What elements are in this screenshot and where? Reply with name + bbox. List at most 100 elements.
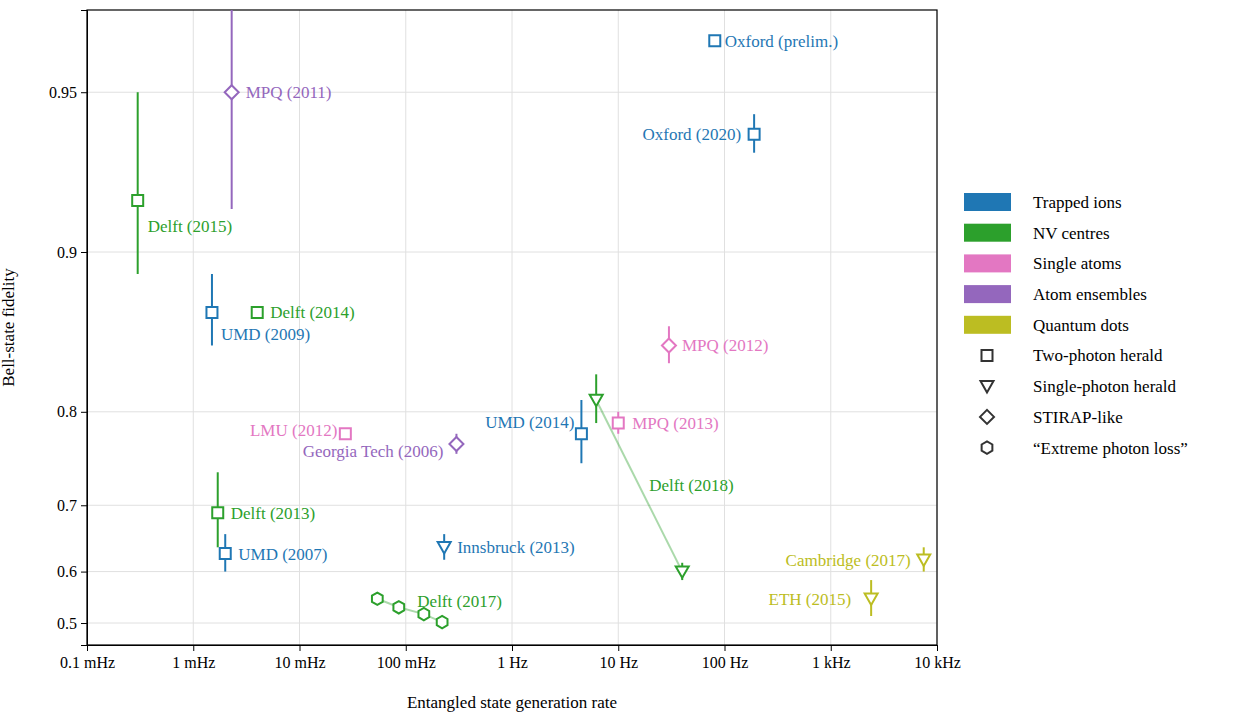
point (709, 35, 720, 46)
x-tick-label: 0.1 mHz (60, 654, 115, 671)
x-tick: 10 mHz (274, 645, 325, 671)
error-bar (231, 10, 233, 209)
legend-label: Single-photon herald (1033, 377, 1177, 396)
point-label: Oxford (prelim.) (725, 32, 838, 51)
x-tick-mark (193, 645, 194, 651)
point (252, 307, 263, 318)
y-tick-label: 0.95 (49, 84, 77, 101)
x-tick: 10 Hz (599, 645, 638, 671)
legend-label: Two-photon herald (1033, 346, 1163, 365)
x-axis-line (88, 646, 938, 652)
point-label: ETH (2015) (769, 590, 852, 609)
y-tick: 0.5 (57, 615, 87, 632)
point-label: Delft (2017) (417, 592, 502, 611)
y-tick: 0.9 (57, 244, 87, 261)
legend-marker (982, 441, 993, 453)
legend-swatch (964, 193, 1011, 211)
legend-swatch (964, 285, 1011, 303)
x-tick-mark (725, 645, 726, 651)
grid-line-y (87, 571, 937, 572)
point-label: UMD (2014) (485, 413, 574, 432)
point-label: Delft (2018) (649, 476, 734, 495)
error-bar (137, 92, 139, 274)
x-tick: 1 kHz (812, 645, 851, 671)
legend: Trapped ionsNV centresSingle atomsAtom e… (964, 193, 1188, 458)
grid-line-x (405, 10, 406, 645)
grid-line-y (87, 92, 937, 93)
y-tick-label: 0.5 (57, 615, 77, 632)
legend-label: “Extreme photon loss” (1033, 439, 1188, 458)
y-tick-label: 0.9 (57, 244, 77, 261)
y-tick-label: 0.6 (57, 563, 77, 580)
point (212, 507, 223, 518)
legend-label: Single atoms (1033, 254, 1121, 273)
point-label: Delft (2014) (270, 303, 355, 322)
y-tick: 0.7 (57, 497, 87, 514)
legend-label: NV centres (1033, 224, 1110, 243)
x-tick-mark (618, 645, 619, 651)
y-axis: 0.5 0.6 0.7 0.8 0.9 0.95 (49, 11, 88, 646)
y-tick: 0.8 (57, 403, 87, 420)
x-tick: 100 mHz (377, 645, 436, 671)
x-tick-label: 1 Hz (497, 654, 528, 671)
point (393, 601, 404, 613)
point-label: Delft (2015) (148, 217, 233, 236)
y-tick-mark (81, 412, 87, 413)
x-tick-mark (300, 645, 301, 651)
point-label: UMD (2007) (238, 545, 327, 564)
x-tick-label: 1 mHz (172, 654, 215, 671)
legend-label: STIRAP-like (1033, 408, 1123, 427)
point (132, 195, 143, 206)
grid-line-x (724, 10, 725, 645)
y-tick-mark (81, 505, 87, 506)
point (749, 129, 760, 140)
grid-line-y (87, 505, 937, 506)
y-tick-mark (81, 92, 87, 93)
legend-marker (980, 410, 994, 424)
legend-marker (982, 350, 993, 361)
point-label: Delft (2013) (231, 504, 316, 523)
y-tick-mark (81, 623, 87, 624)
grid-line-y (87, 623, 937, 624)
y-tick-mark (81, 252, 87, 253)
point (220, 548, 231, 559)
point (662, 338, 676, 352)
x-tick-label: 10 Hz (599, 654, 638, 671)
point (340, 428, 351, 439)
point (576, 428, 587, 439)
point (206, 307, 217, 318)
x-tick-label: 10 kHz (914, 654, 961, 671)
legend-label: Trapped ions (1033, 193, 1122, 212)
grid-line-x (193, 10, 194, 645)
x-tick-label: 100 Hz (702, 654, 749, 671)
legend-marker (981, 381, 994, 392)
point-label: LMU (2012) (250, 421, 337, 440)
point (372, 593, 383, 605)
point (438, 542, 451, 553)
chart: 0.1 mHz 1 mHz 10 mHz 100 mHz 1 Hz 10 Hz 100 Hz… (0, 0, 1252, 719)
plot-area (132, 10, 930, 628)
x-axis: 0.1 mHz 1 mHz 10 mHz 100 mHz 1 Hz 10 Hz 100 Hz… (60, 645, 961, 671)
y-tick: 0.95 (49, 84, 87, 101)
point (437, 616, 448, 628)
x-tick: 1 mHz (172, 645, 215, 671)
point (225, 85, 239, 99)
x-tick-label: 1 kHz (812, 654, 851, 671)
grid (87, 10, 937, 645)
y-tick-mark (81, 572, 87, 573)
x-tick: 0.1 mHz (60, 645, 115, 671)
x-tick: 100 Hz (702, 645, 749, 671)
point-label: Oxford (2020) (642, 125, 741, 144)
point-label: Cambridge (2017) (786, 551, 911, 570)
point (865, 594, 878, 605)
legend-swatch (964, 254, 1011, 272)
y-tick-label: 0.8 (57, 403, 77, 420)
x-tick: 1 Hz (497, 645, 528, 671)
x-tick-mark (831, 645, 832, 651)
point-label: Georgia Tech (2006) (303, 442, 444, 461)
point-label: MPQ (2011) (246, 83, 332, 102)
grid-line-y (87, 252, 937, 253)
x-tick-label: 10 mHz (274, 654, 325, 671)
x-tick-mark (512, 645, 513, 651)
x-tick-mark (406, 645, 407, 651)
